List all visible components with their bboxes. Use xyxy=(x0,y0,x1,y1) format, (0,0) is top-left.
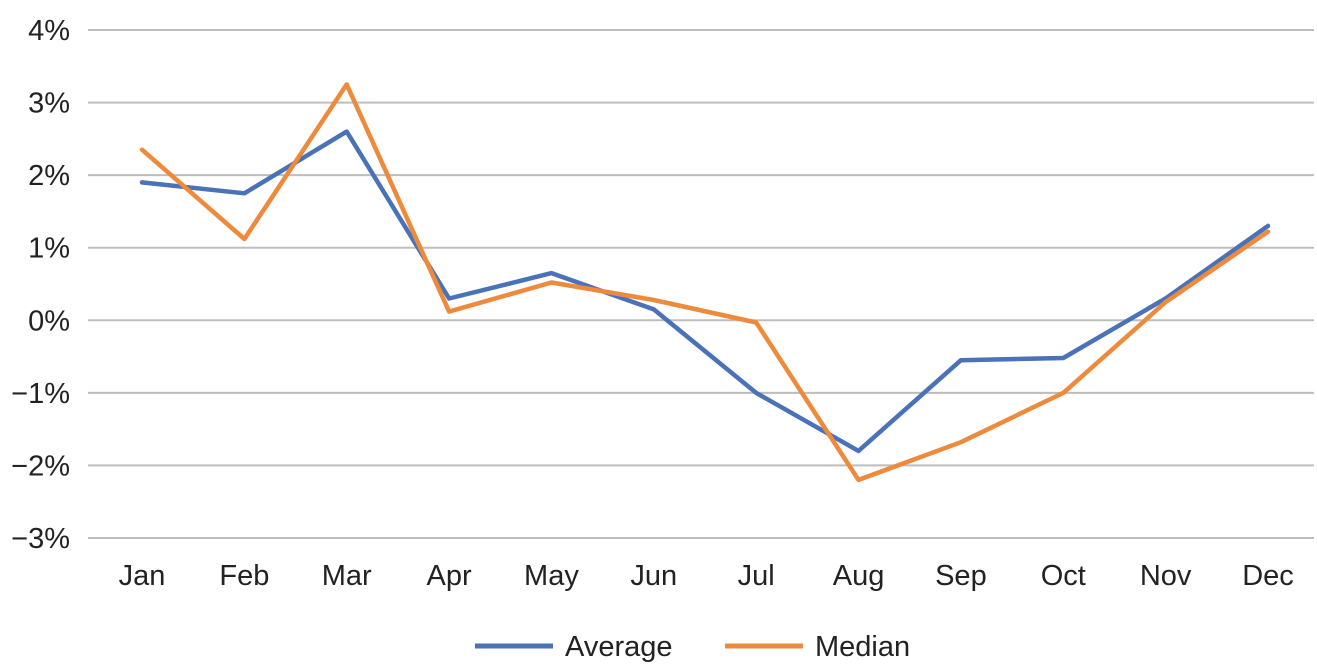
x-tick-label: Jan xyxy=(119,560,166,592)
x-tick-label: Feb xyxy=(219,560,269,592)
y-tick-label: −3% xyxy=(11,523,70,555)
y-tick-label: 2% xyxy=(28,160,70,192)
x-tick-label: Apr xyxy=(427,560,472,592)
series-line-median xyxy=(139,82,1271,483)
y-tick-label: −1% xyxy=(11,378,70,410)
x-tick-label: May xyxy=(524,560,579,592)
series-lines xyxy=(139,82,1271,483)
y-tick-label: 1% xyxy=(28,233,70,265)
x-tick-label: Jun xyxy=(630,560,677,592)
x-tick-label: Mar xyxy=(322,560,372,592)
x-tick-label: Nov xyxy=(1140,560,1192,592)
series-line-average xyxy=(139,129,1271,454)
x-tick-label: Oct xyxy=(1041,560,1086,592)
y-tick-label: 0% xyxy=(28,305,70,337)
y-axis-ticks: 4% 3% 2% 1% 0% −1% −2% −3% xyxy=(11,15,70,555)
y-tick-label: −2% xyxy=(11,450,70,482)
legend-label-median: Median xyxy=(815,631,910,663)
y-tick-label: 3% xyxy=(28,88,70,120)
x-tick-label: Dec xyxy=(1242,560,1294,592)
gridlines xyxy=(88,29,1314,539)
legend-label-average: Average xyxy=(565,631,673,663)
x-axis-ticks: Jan Feb Mar Apr May Jun Jul Aug Sep Oct Nov Dec xyxy=(119,560,1294,592)
y-tick-label: 4% xyxy=(28,15,70,47)
x-tick-label: Sep xyxy=(935,560,987,592)
x-tick-label: Aug xyxy=(833,560,885,592)
x-tick-label: Jul xyxy=(738,560,775,592)
legend: Average Median xyxy=(475,631,910,663)
